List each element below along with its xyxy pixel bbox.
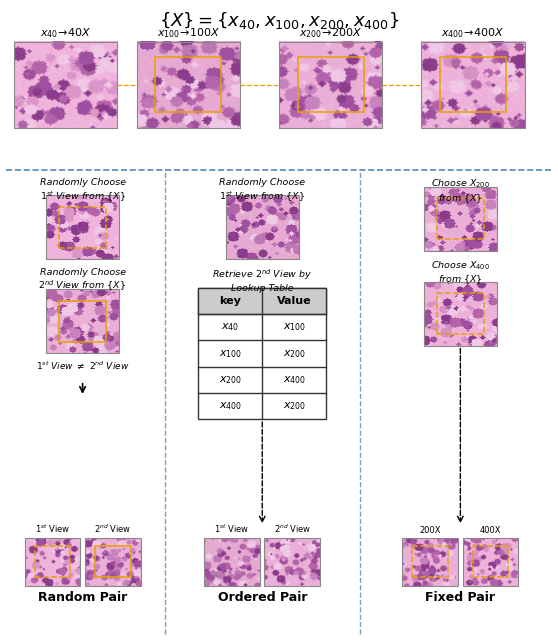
Text: $\mathit{x}_{400}\!\rightarrow\!\mathit{400X}$: $\mathit{x}_{400}\!\rightarrow\!\mathit{… bbox=[441, 26, 504, 40]
Bar bbox=[437, 293, 484, 334]
Text: key: key bbox=[219, 296, 241, 306]
Bar bbox=[204, 538, 260, 586]
Text: $1^{st}$ View $\neq$ $2^{nd}$ View: $1^{st}$ View $\neq$ $2^{nd}$ View bbox=[36, 360, 129, 371]
Bar bbox=[85, 538, 141, 586]
Text: 400X: 400X bbox=[480, 526, 501, 535]
Bar bbox=[46, 195, 119, 259]
Text: $\mathit{x}_{100}\!\rightarrow\!\mathit{100X}$: $\mathit{x}_{100}\!\rightarrow\!\mathit{… bbox=[157, 26, 220, 40]
Text: $\mathit{x}_{40}\!\rightarrow\!\mathit{40X}$: $\mathit{x}_{40}\!\rightarrow\!\mathit{4… bbox=[40, 26, 91, 40]
Text: Value: Value bbox=[277, 296, 312, 306]
Bar bbox=[14, 42, 117, 128]
Bar bbox=[279, 42, 382, 128]
Text: Fixed Pair: Fixed Pair bbox=[425, 591, 496, 604]
Bar bbox=[155, 57, 222, 113]
Bar bbox=[226, 195, 299, 259]
Bar bbox=[198, 288, 326, 314]
Bar bbox=[297, 57, 364, 113]
Text: $x_{100}$: $x_{100}$ bbox=[283, 321, 306, 333]
Bar bbox=[137, 42, 240, 128]
Text: $x_{400}$: $x_{400}$ bbox=[283, 374, 306, 386]
Text: $x_{100}$: $x_{100}$ bbox=[219, 348, 242, 360]
Bar bbox=[463, 538, 518, 586]
Bar bbox=[25, 538, 80, 586]
Text: $\mathit{x}_{200}\!\rightarrow\!\mathit{200X}$: $\mathit{x}_{200}\!\rightarrow\!\mathit{… bbox=[299, 26, 362, 40]
Bar bbox=[95, 546, 131, 577]
Bar bbox=[46, 289, 119, 353]
Text: Ordered Pair: Ordered Pair bbox=[218, 591, 307, 604]
Text: Choose $\mathit{X}_{200}$
from $\{X\}$: Choose $\mathit{X}_{200}$ from $\{X\}$ bbox=[431, 178, 490, 205]
Text: $2^{nd}$ View: $2^{nd}$ View bbox=[273, 523, 311, 535]
Bar bbox=[35, 546, 70, 577]
Text: $\{X\} = \{x_{40}, x_{100}, x_{200}, x_{400}\}$: $\{X\} = \{x_{40}, x_{100}, x_{200}, x_{… bbox=[159, 10, 399, 31]
Text: $1^{st}$ View: $1^{st}$ View bbox=[214, 523, 250, 535]
Text: $x_{200}$: $x_{200}$ bbox=[219, 374, 242, 386]
Bar bbox=[473, 546, 508, 577]
Text: Retrieve $2^{nd}$ View by
Lookup Table: Retrieve $2^{nd}$ View by Lookup Table bbox=[212, 268, 312, 292]
Bar bbox=[402, 538, 458, 586]
Bar bbox=[421, 42, 525, 128]
Text: Randomly Choose
$2^{nd}$ View from $\{X\}$: Randomly Choose $2^{nd}$ View from $\{X\… bbox=[39, 268, 127, 293]
Bar bbox=[264, 538, 320, 586]
Text: $1^{st}$ View: $1^{st}$ View bbox=[35, 523, 70, 535]
Text: Random Pair: Random Pair bbox=[38, 591, 127, 604]
Text: 200X: 200X bbox=[420, 526, 441, 535]
Text: $x_{200}$: $x_{200}$ bbox=[283, 400, 306, 412]
Bar bbox=[59, 301, 106, 342]
Bar bbox=[424, 282, 497, 346]
Bar bbox=[437, 198, 484, 239]
Text: $x_{40}$: $x_{40}$ bbox=[221, 321, 239, 333]
Text: $x_{200}$: $x_{200}$ bbox=[283, 348, 306, 360]
Text: Randomly Choose
$1^{st}$ View from $\{X\}$: Randomly Choose $1^{st}$ View from $\{X\… bbox=[219, 178, 305, 204]
Bar bbox=[59, 207, 106, 248]
Text: $x_{400}$: $x_{400}$ bbox=[219, 400, 242, 412]
Text: $2^{nd}$ View: $2^{nd}$ View bbox=[94, 523, 132, 535]
Bar bbox=[424, 187, 497, 251]
Bar bbox=[440, 57, 506, 113]
Text: Choose $\mathit{X}_{400}$
from $\{X\}$: Choose $\mathit{X}_{400}$ from $\{X\}$ bbox=[431, 259, 490, 286]
Bar bbox=[412, 546, 448, 577]
Text: Randomly Choose
$1^{st}$ View from $\{X\}$: Randomly Choose $1^{st}$ View from $\{X\… bbox=[40, 178, 126, 204]
Bar bbox=[198, 288, 326, 419]
